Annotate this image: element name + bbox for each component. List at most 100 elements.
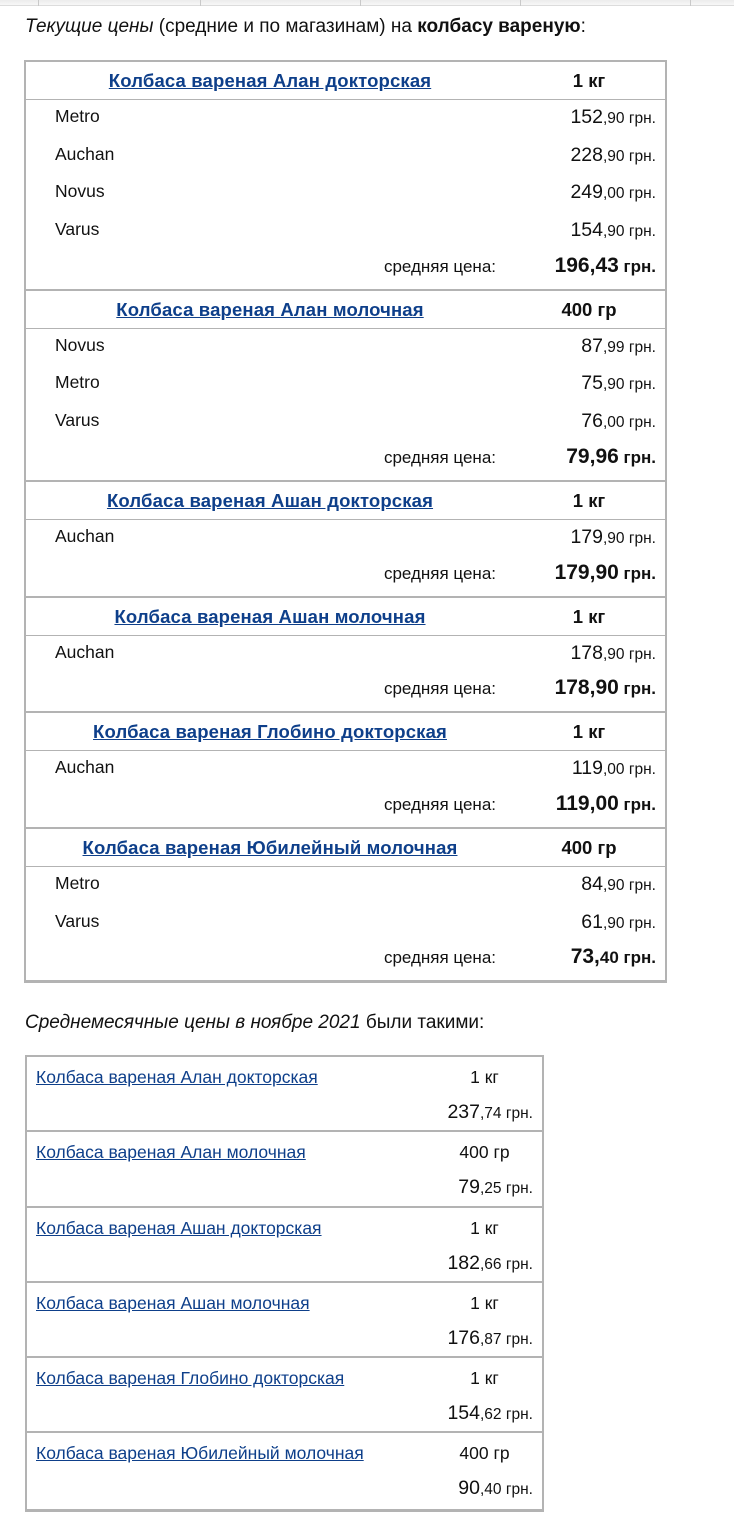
price-fraction: ,66 грн. bbox=[480, 1255, 533, 1273]
monthly-product-link[interactable]: Колбаса вареная Юбилейный молочная bbox=[36, 1443, 364, 1464]
monthly-price: 182,66 грн. bbox=[447, 1252, 533, 1275]
monthly-price: 176,87 грн. bbox=[447, 1327, 533, 1350]
product-unit: 400 гр bbox=[561, 298, 617, 320]
monthly-product-block: Колбаса вареная Глобино докторская 1 кг 15… bbox=[27, 1358, 542, 1434]
store-name: Novus bbox=[55, 334, 105, 355]
price-fraction: ,99 грн. bbox=[603, 338, 656, 356]
store-price: 228,90 грн. bbox=[570, 144, 656, 167]
price-fraction: ,90 грн. bbox=[603, 645, 656, 663]
average-price: 79,96 грн. bbox=[566, 445, 656, 469]
monthly-product-unit: 400 гр bbox=[459, 1142, 510, 1163]
store-price: 87,99 грн. bbox=[581, 335, 656, 358]
store-price-row: Novus 87,99 грн. bbox=[26, 329, 665, 367]
average-price: 196,43 грн. bbox=[555, 254, 656, 278]
monthly-price: 154,62 грн. bbox=[447, 1402, 533, 1425]
store-price: 152,90 грн. bbox=[570, 106, 656, 129]
price-whole: 119 bbox=[571, 757, 603, 780]
store-name: Auchan bbox=[55, 641, 115, 662]
monthly-price: 79,25 грн. bbox=[458, 1176, 533, 1199]
store-price: 61,90 грн. bbox=[581, 911, 656, 934]
product-link[interactable]: Колбаса вареная Глобино докторская bbox=[93, 721, 447, 743]
store-name: Novus bbox=[55, 181, 105, 202]
price-fraction: ,90 грн. bbox=[603, 110, 656, 127]
store-price-row: Auchan 178,90 грн. bbox=[26, 636, 665, 674]
store-price-row: Auchan 228,90 грн. bbox=[26, 138, 665, 176]
average-price-row: средняя цена: 73,40 грн. bbox=[26, 942, 665, 980]
store-price-row: Novus 249,00 грн. bbox=[26, 175, 665, 213]
avg-price-main: 73, bbox=[570, 945, 600, 969]
price-whole: 179 bbox=[570, 525, 603, 548]
price-fraction: ,90 грн. bbox=[603, 914, 656, 932]
store-prices: Auchan 178,90 грн. средняя цена: 178,90 грн… bbox=[26, 636, 665, 712]
price-fraction: ,74 грн. bbox=[480, 1105, 533, 1122]
price-fraction: ,90 грн. bbox=[603, 376, 656, 394]
price-whole: 87 bbox=[581, 334, 603, 357]
average-price: 119,00 грн. bbox=[556, 792, 656, 816]
store-prices: Metro 84,90 грн. Varus 61,90 грн. средняя це… bbox=[26, 867, 665, 980]
store-name: Metro bbox=[55, 106, 100, 126]
heading-bold: колбасу вареную bbox=[417, 16, 581, 37]
average-price-row: средняя цена: 119,00 грн. bbox=[26, 789, 665, 827]
avg-price-main: 79,96 bbox=[566, 444, 619, 468]
price-fraction: ,90 грн. bbox=[603, 876, 656, 894]
store-name: Auchan bbox=[55, 525, 115, 546]
price-whole: 178 bbox=[570, 641, 603, 664]
price-fraction: ,00 грн. bbox=[603, 414, 656, 432]
price-whole: 176 bbox=[447, 1326, 480, 1349]
average-price-label: средняя цена: bbox=[383, 794, 496, 814]
store-name: Auchan bbox=[55, 143, 115, 164]
product-link[interactable]: Колбаса вареная Алан молочная bbox=[116, 298, 424, 320]
monthly-product-link[interactable]: Колбаса вареная Алан молочная bbox=[36, 1142, 306, 1163]
product-block: Колбаса вареная Алан молочная 400 гр Novus… bbox=[26, 291, 665, 482]
store-prices: Auchan 179,90 грн. средняя цена: 179,90 грн… bbox=[26, 520, 665, 596]
price-whole: 152 bbox=[570, 106, 603, 128]
store-name: Auchan bbox=[55, 757, 115, 778]
avg-price-suffix: грн. bbox=[618, 447, 656, 467]
store-price: 84,90 грн. bbox=[581, 873, 656, 896]
monthly-product-link[interactable]: Колбаса вареная Ашан докторская bbox=[36, 1217, 322, 1238]
avg-price-suffix: грн. bbox=[618, 679, 656, 699]
avg-price-suffix: грн. bbox=[618, 794, 656, 814]
average-price: 73,40 грн. bbox=[571, 945, 656, 969]
product-link[interactable]: Колбаса вареная Алан докторская bbox=[108, 70, 432, 91]
price-fraction: ,62 грн. bbox=[480, 1406, 533, 1424]
average-price-row: средняя цена: 79,96 грн. bbox=[26, 442, 665, 480]
heading-tail: : bbox=[580, 16, 586, 37]
product-block: Колбаса вареная Алан докторская 1 кг Metro… bbox=[26, 62, 665, 291]
price-whole: 228 bbox=[570, 143, 603, 166]
price-whole: 76 bbox=[581, 410, 603, 433]
price-fraction: ,90 грн. bbox=[603, 147, 656, 165]
monthly-product-link[interactable]: Колбаса вареная Ашан молочная bbox=[36, 1292, 310, 1313]
product-link[interactable]: Колбаса вареная Ашан докторская bbox=[106, 489, 434, 511]
store-prices: Auchan 119,00 грн. средняя цена: 119,00 грн… bbox=[26, 751, 665, 827]
avg-price-main: 179,90 bbox=[554, 560, 619, 584]
heading-middle: (средние и по магазинам) на bbox=[153, 16, 418, 37]
monthly-product-unit: 1 кг bbox=[470, 1217, 499, 1238]
average-price-row: средняя цена: 179,90 грн. bbox=[26, 558, 665, 596]
store-price: 249,00 грн. bbox=[570, 181, 656, 204]
monthly-product-link[interactable]: Колбаса вареная Глобино докторская bbox=[36, 1368, 345, 1389]
average-price-label: средняя цена: bbox=[383, 679, 496, 699]
product-header-row: Колбаса вареная Глобино докторская 1 кг bbox=[26, 713, 665, 752]
product-link[interactable]: Колбаса вареная Ашан молочная bbox=[114, 605, 426, 627]
product-unit: 1 кг bbox=[572, 489, 606, 511]
store-name: Varus bbox=[55, 219, 100, 240]
product-link[interactable]: Колбаса вареная Юбилейный молочная bbox=[82, 836, 458, 858]
product-block: Колбаса вареная Ашан молочная 1 кг Auchan 1… bbox=[26, 598, 665, 714]
monthly-product-block: Колбаса вареная Алан молочная 400 гр 79,25… bbox=[27, 1132, 542, 1208]
store-price-row: Auchan 179,90 грн. bbox=[26, 520, 665, 558]
product-unit: 1 кг bbox=[572, 721, 606, 743]
store-name: Metro bbox=[55, 372, 100, 393]
store-price: 119,00 грн. bbox=[572, 757, 656, 780]
product-block: Колбаса вареная Глобино докторская 1 кг Au… bbox=[26, 713, 665, 829]
product-unit: 1 кг bbox=[572, 70, 606, 91]
store-price: 154,90 грн. bbox=[570, 219, 656, 242]
price-fraction: ,87 грн. bbox=[480, 1330, 533, 1348]
monthly-price: 90,40 грн. bbox=[458, 1477, 533, 1500]
avg-price-suffix: 40 грн. bbox=[599, 948, 656, 968]
subheading-tail: были такими: bbox=[360, 1012, 485, 1033]
product-block: Колбаса вареная Юбилейный молочная 400 гр… bbox=[26, 829, 665, 980]
price-whole: 79 bbox=[458, 1176, 480, 1199]
monthly-product-link[interactable]: Колбаса вареная Алан докторская bbox=[36, 1067, 318, 1087]
price-whole: 154 bbox=[447, 1402, 480, 1425]
